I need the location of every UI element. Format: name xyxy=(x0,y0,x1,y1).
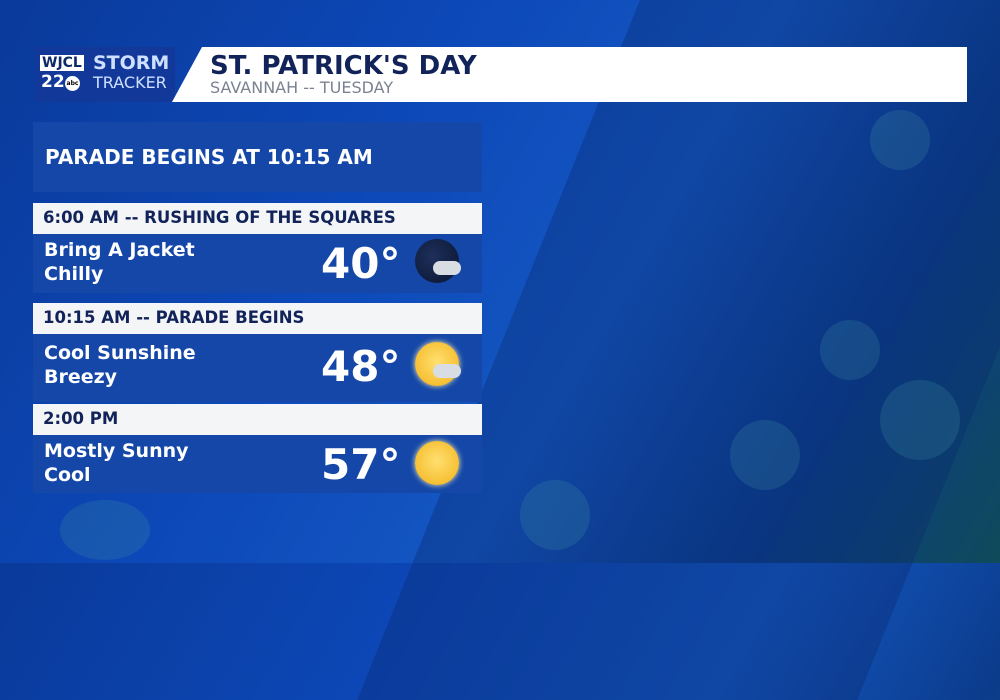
clover-decoration xyxy=(60,500,150,560)
page-subtitle: SAVANNAH -- TUESDAY xyxy=(210,78,394,97)
clover-decoration xyxy=(730,420,800,490)
row-line2: Chilly xyxy=(44,263,104,285)
row-temperature: 40° xyxy=(321,239,401,288)
forecast-row-header: 2:00 PM xyxy=(33,404,482,435)
logo-station: WJCL xyxy=(40,55,84,71)
logo-network: abc xyxy=(65,76,80,91)
logo-storm: STORM xyxy=(93,52,170,74)
station-logo: WJCL 22 abc STORM TRACKER xyxy=(35,47,175,102)
forecast-row-header: 6:00 AM -- RUSHING OF THE SQUARES xyxy=(33,203,482,234)
row-line1: Bring A Jacket xyxy=(44,239,195,261)
row-time: 10:15 AM -- PARADE BEGINS xyxy=(43,308,305,327)
night-partly-cloudy-icon xyxy=(415,239,461,283)
sun-partly-cloudy-icon xyxy=(415,342,461,386)
clover-decoration xyxy=(880,380,960,460)
row-temperature: 48° xyxy=(321,342,401,391)
title-bar: ST. PATRICK'S DAY SAVANNAH -- TUESDAY xyxy=(172,47,967,102)
parade-banner: PARADE BEGINS AT 10:15 AM xyxy=(33,122,482,192)
row-line2: Cool xyxy=(44,464,91,486)
clover-decoration xyxy=(870,110,930,170)
clover-decoration xyxy=(520,480,590,550)
row-time: 6:00 AM -- RUSHING OF THE SQUARES xyxy=(43,208,396,227)
row-line2: Breezy xyxy=(44,366,118,388)
banner-text: PARADE BEGINS AT 10:15 AM xyxy=(45,145,373,169)
clover-decoration xyxy=(820,320,880,380)
logo-channel: 22 xyxy=(41,72,65,92)
row-time: 2:00 PM xyxy=(43,409,119,428)
sun-icon xyxy=(415,441,459,485)
logo-tracker: TRACKER xyxy=(93,73,167,92)
row-temperature: 57° xyxy=(321,440,401,489)
forecast-row: Bring A Jacket Chilly 40° xyxy=(33,234,482,293)
forecast-row: Cool Sunshine Breezy 48° xyxy=(33,334,482,402)
forecast-row: Mostly Sunny Cool 57° xyxy=(33,435,482,493)
row-line1: Mostly Sunny xyxy=(44,440,189,462)
page-title: ST. PATRICK'S DAY xyxy=(210,51,477,81)
forecast-row-header: 10:15 AM -- PARADE BEGINS xyxy=(33,303,482,334)
row-line1: Cool Sunshine xyxy=(44,342,196,364)
